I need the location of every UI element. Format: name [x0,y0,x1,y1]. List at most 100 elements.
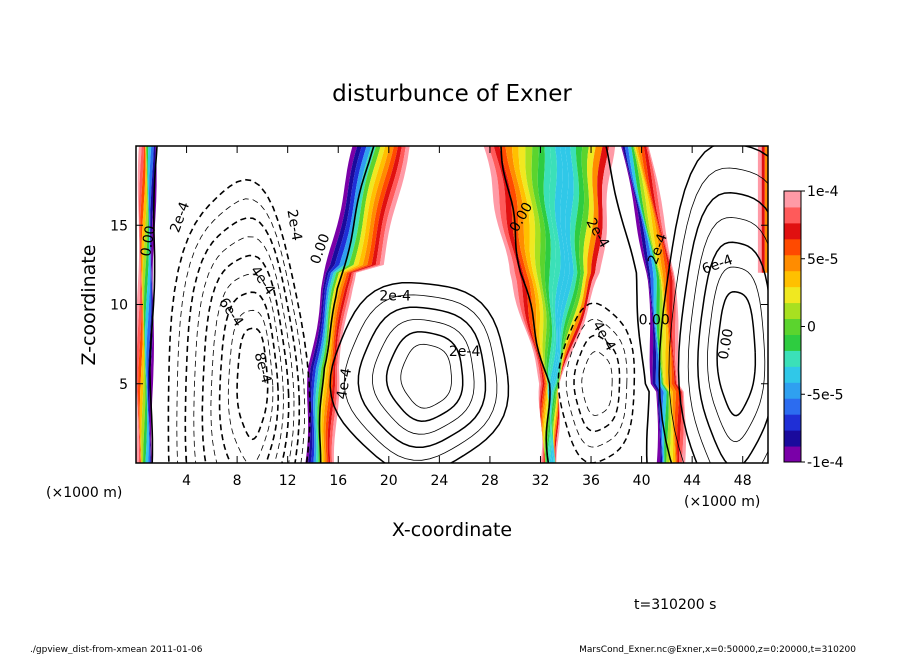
x-tick-label: 4 [182,473,191,489]
solid-contour-center [329,281,510,463]
x-tick-label: 16 [329,473,347,489]
solid-contour-center [343,294,498,461]
fill-band-center [549,146,574,463]
colorbar: 1e-4 5e-5 0 -5e-5 -1e-4 [783,184,844,471]
colorbar-label: -5e-5 [807,387,844,403]
contour-label: 0.00 [716,327,737,360]
colorbar-segment [784,382,801,399]
solid-contour-center [400,343,452,409]
fill-band-right [757,146,762,273]
fill-band-center [549,146,570,463]
dashed-contour-east [557,302,636,463]
fill-band-center [550,146,580,463]
solid-contour-center [371,319,475,435]
fill-band-center [548,146,566,463]
colorbar-segment [784,286,801,304]
fill-band-center [552,146,590,463]
colorbar-label: 1e-4 [807,184,839,200]
contour-label: 2e-4 [283,208,304,242]
fill-band-west [319,146,386,463]
color-fill-layer [136,146,768,463]
y-tick-label: 5 [119,377,128,393]
fill-band-center [518,146,548,463]
x-tick-label: 12 [279,473,297,489]
fill-band-west [331,146,410,463]
fill-band-west [327,146,402,463]
fill-band-left [141,146,148,463]
fill-band-east [643,146,682,463]
fill-band-west [325,146,398,463]
zero-contour-east [605,146,650,463]
zero-contour-left [149,146,158,463]
y-axis-label: Z-coordinate [78,245,100,366]
colorbar-segment [784,366,801,383]
colorbar-segment [784,398,801,415]
solid-contour-center [385,331,464,422]
fill-band-west [321,146,390,463]
dashed-contour-east [565,318,628,448]
solid-contour-east [687,217,768,463]
fill-band-center [488,146,544,463]
x-tick-label: 28 [481,473,499,489]
y-tick-label: 10 [110,298,128,314]
x-axis: 4 8 12 16 20 24 28 32 36 40 44 48 [182,146,752,489]
fill-band-east [631,146,669,463]
solid-contour-east [707,266,766,443]
colorbar-segment [784,206,801,224]
dashed-contour-west [184,217,301,463]
contour-label: 2e-4 [379,289,411,305]
colorbar-label: -1e-4 [807,455,844,471]
x-tick-label: 24 [430,473,448,489]
y-tick-label: 15 [110,218,128,234]
solid-contour-east [697,241,768,463]
solid-contour-east [677,191,768,463]
x-axis-label: X-coordinate [392,519,512,541]
fill-band-east [640,146,680,463]
dashed-contour-east [581,351,613,416]
dashed-contour-west [167,178,311,463]
zero-contour-center-left [500,146,551,463]
dashed-contour-west [210,273,284,463]
zero-contour-west [318,146,375,463]
fill-band-center [553,146,596,463]
solid-contour-east [716,290,757,417]
fill-band-west [323,146,394,463]
fill-band-center [547,146,561,463]
x-tick-label: 48 [734,473,752,489]
contour-label: 0.00 [639,312,670,328]
solid-contour-east [668,167,768,463]
dashed-contour-west [218,291,280,463]
colorbar-label: 5e-5 [807,252,838,268]
dashed-contour-west [176,198,306,463]
time-label: t=310200 s [634,597,716,613]
fill-band-left [146,146,154,463]
contour-label: 0.00 [138,224,159,257]
colorbar-segment [784,318,801,335]
fill-band-east [628,146,667,463]
x-tick-label: 8 [233,473,242,489]
fill-band-left [143,146,150,463]
chart-title: disturbunce of Exner [332,81,572,107]
fill-band-west [329,146,406,463]
x-tick-label: 36 [582,473,600,489]
contour-label: 4e-4 [334,367,355,401]
colorbar-segment [784,302,801,320]
colorbar-segment [784,254,801,272]
colorbar-segment [784,270,801,288]
x-unit-label: (×1000 m) [684,494,760,510]
fill-band-west [315,146,377,463]
fill-band-left [145,146,152,463]
colorbar-segment [784,430,801,447]
fill-band-west [317,146,381,463]
footer-left: ./gpview_dist-from-xmean 2011-01-06 [30,645,203,654]
colorbar-segment [784,446,801,463]
colorbar-segment [784,350,801,367]
contour-layer [149,146,768,463]
contour-label: 8e-4 [251,351,275,386]
contour-label: 2e-4 [449,344,481,360]
solid-contour-east [658,146,768,463]
colorbar-segment [784,191,801,208]
x-tick-label: 32 [532,473,550,489]
footer-right: MarsCond_Exner.nc@Exner,x=0:50000,z=0:20… [579,645,856,654]
